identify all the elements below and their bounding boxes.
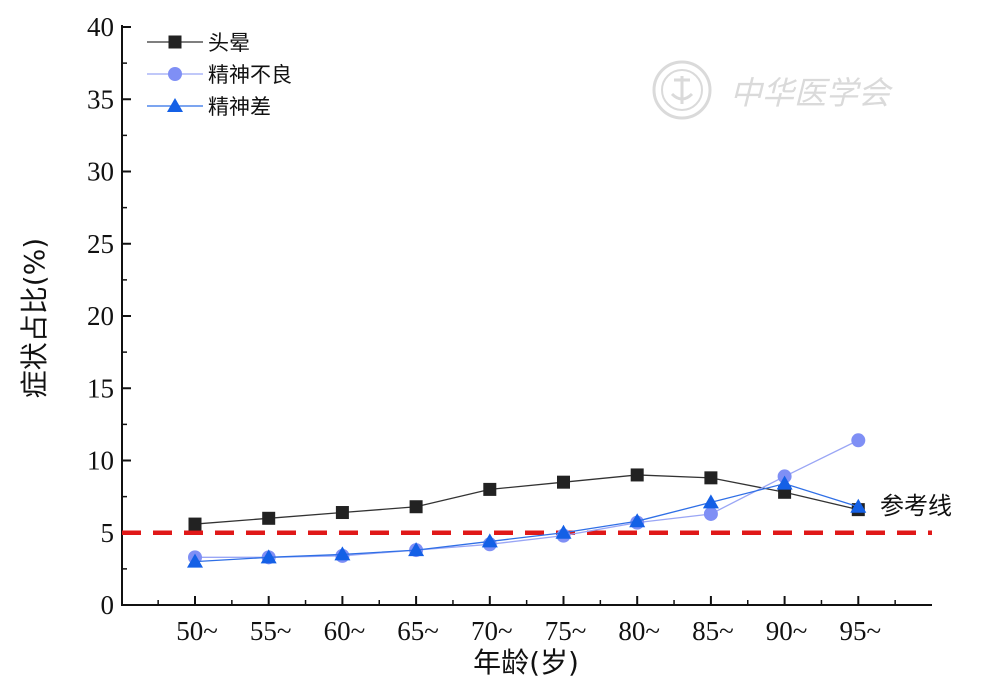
series-line-bad-spirit bbox=[194, 482, 859, 563]
series-point-dizziness bbox=[483, 482, 497, 496]
y-tick-label: 35 bbox=[87, 84, 114, 114]
x-tick-label: 90~ bbox=[766, 616, 808, 646]
x-axis-title: 年龄(岁) bbox=[473, 646, 579, 679]
y-tick-label: 15 bbox=[87, 373, 114, 403]
series-point-dizziness bbox=[409, 500, 423, 514]
watermark: 中华医学会 bbox=[652, 60, 893, 120]
series-point-dizziness bbox=[557, 475, 570, 489]
series-point-bad-spirit bbox=[187, 553, 203, 568]
legend-marker bbox=[168, 35, 182, 49]
legend-marker bbox=[167, 98, 183, 112]
x-tick-label: 55~ bbox=[250, 616, 292, 646]
y-tick-label: 10 bbox=[87, 446, 114, 476]
series-point-dizziness bbox=[335, 506, 349, 520]
y-tick-label: 25 bbox=[87, 229, 114, 259]
watermark-text: 中华医学会 bbox=[730, 74, 893, 112]
series-point-bad-spirit bbox=[629, 513, 646, 528]
series-point-dizziness bbox=[262, 511, 276, 525]
legend-label: 精神差 bbox=[208, 95, 271, 119]
watermark-seal-icon bbox=[652, 60, 712, 120]
series-point-poor-spirit bbox=[851, 433, 866, 448]
series-point-dizziness bbox=[704, 471, 718, 485]
x-tick-label: 60~ bbox=[324, 616, 366, 646]
series-point-bad-spirit bbox=[776, 475, 793, 490]
legend-label: 精神不良 bbox=[208, 63, 292, 87]
series-point-bad-spirit bbox=[481, 533, 498, 548]
series-point-bad-spirit bbox=[702, 494, 719, 509]
series-line-dizziness bbox=[194, 474, 859, 525]
series-point-bad-spirit bbox=[260, 549, 277, 564]
plot-area: 0 5 10 15 20 25 30 35 40 50~ 55~ 60~ 65~ 70~ 75~ 80~ 85~… bbox=[87, 12, 932, 646]
x-tick-label: 70~ bbox=[471, 616, 513, 646]
legend-item-dizziness: 头晕 bbox=[147, 31, 250, 55]
y-axis-title: 症状占比(%) bbox=[18, 238, 51, 398]
series-point-bad-spirit bbox=[555, 524, 572, 539]
x-tick-label: 85~ bbox=[692, 616, 734, 646]
series-point-poor-spirit bbox=[703, 506, 718, 521]
y-tick-label: 0 bbox=[101, 590, 115, 620]
y-tick-label: 40 bbox=[87, 12, 114, 42]
y-tick-label: 30 bbox=[87, 157, 114, 187]
series-point-bad-spirit bbox=[850, 498, 867, 513]
series-point-dizziness bbox=[188, 517, 202, 531]
x-tick-label: 80~ bbox=[618, 616, 660, 646]
x-tick-label: 65~ bbox=[397, 616, 439, 646]
y-tick-label: 5 bbox=[101, 518, 115, 548]
x-tick-label: 95~ bbox=[839, 616, 881, 646]
series-point-dizziness bbox=[630, 468, 644, 482]
series-line-poor-spirit bbox=[195, 439, 859, 558]
legend-marker bbox=[168, 67, 182, 81]
legend-label: 头晕 bbox=[208, 31, 250, 55]
x-tick-label: 75~ bbox=[545, 616, 587, 646]
x-tick-label: 50~ bbox=[176, 616, 218, 646]
series-point-bad-spirit bbox=[334, 546, 351, 561]
legend-item-bad-spirit: 精神差 bbox=[147, 95, 271, 119]
series-point-bad-spirit bbox=[408, 542, 425, 557]
reference-line-label: 参考线 bbox=[880, 492, 952, 520]
legend-item-poor-spirit: 精神不良 bbox=[147, 63, 292, 87]
y-tick-label: 20 bbox=[87, 301, 114, 331]
